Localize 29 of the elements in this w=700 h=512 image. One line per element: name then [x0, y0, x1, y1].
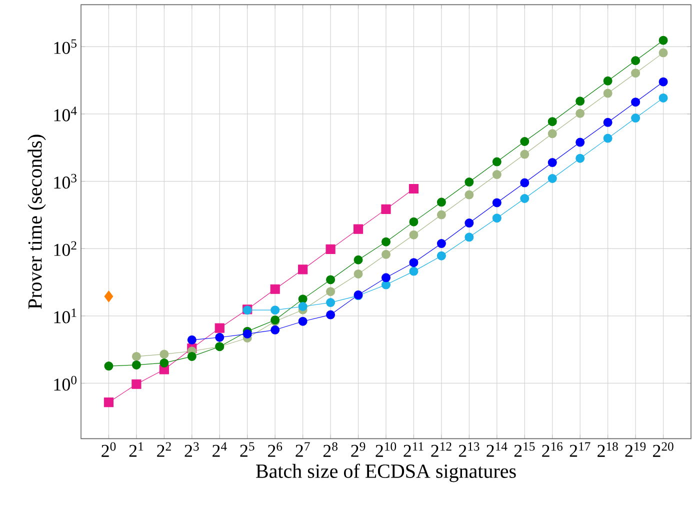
- x-tick-label: 2$^{9}$: [351, 442, 366, 457]
- y-tick-label: 10$^{2}$: [54, 241, 76, 256]
- y-tick-label: 10$^{3}$: [54, 174, 76, 189]
- x-tick-label: 2$^{13}$: [458, 442, 480, 457]
- x-tick-label: 2$^{17}$: [570, 442, 590, 457]
- x-tick-label: 2$^{8}$: [323, 442, 338, 457]
- x-tick-label: 2$^{3}$: [184, 442, 199, 457]
- y-tick-label: 10$^{0}$: [54, 376, 76, 391]
- x-tick-label: 2$^{11}$: [404, 442, 424, 457]
- x-tick-label: 2$^{12}$: [431, 442, 452, 457]
- x-tick-label: 2$^{6}$: [268, 442, 282, 457]
- x-axis-title: Batch size of ECDSA signatures: [256, 464, 516, 482]
- x-tick-label: 2$^{2}$: [157, 442, 171, 457]
- y-tick-label: 10$^{1}$: [54, 308, 76, 324]
- x-tick-label: 2$^{14}$: [486, 442, 508, 457]
- x-tick-label: 2$^{16}$: [542, 442, 563, 457]
- x-tick-label: 2$^{19}$: [625, 442, 646, 457]
- x-tick-label: 2$^{1}$: [129, 442, 144, 457]
- x-tick-label: 2$^{5}$: [240, 442, 254, 457]
- y-tick-label: 10$^{5}$: [54, 39, 76, 54]
- x-tick-label: 2$^{10}$: [376, 442, 396, 457]
- x-tick-label: 2$^{7}$: [296, 442, 310, 457]
- x-tick-label: 2$^{18}$: [598, 442, 618, 457]
- x-tick-label: 2$^{4}$: [212, 442, 227, 457]
- x-tick-label: 2$^{20}$: [653, 442, 674, 457]
- x-tick-label: 2$^{0}$: [102, 442, 116, 457]
- y-tick-label: 10$^{4}$: [54, 106, 77, 122]
- y-axis-title: Prover time (seconds): [28, 134, 46, 309]
- x-tick-label: 2$^{15}$: [514, 442, 535, 457]
